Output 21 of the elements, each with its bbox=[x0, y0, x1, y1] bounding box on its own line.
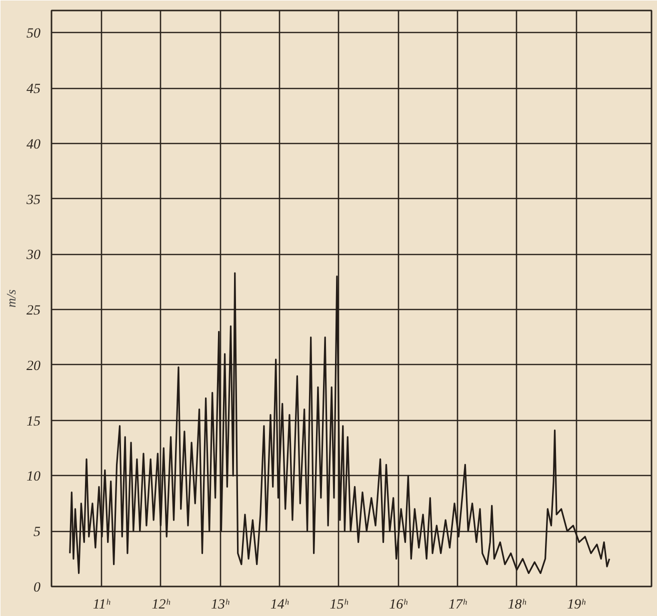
x-tick-label: 18ʰ bbox=[508, 598, 527, 612]
y-tick-label: 15 bbox=[26, 414, 40, 430]
x-tick-label: 19ʰ bbox=[567, 598, 586, 612]
y-tick-label: 30 bbox=[26, 248, 40, 264]
y-tick-label: 20 bbox=[26, 358, 40, 374]
x-tick-label: 12ʰ bbox=[152, 598, 171, 612]
x-tick-label: 15ʰ bbox=[330, 598, 349, 612]
x-tick-label: 16ʰ bbox=[389, 598, 408, 612]
x-tick-label: 14ʰ bbox=[270, 598, 290, 612]
y-tick-label: 35 bbox=[26, 192, 40, 208]
y-tick-label: 40 bbox=[26, 137, 40, 152]
x-tick-label: 13ʰ bbox=[211, 598, 230, 612]
y-tick-label: 0 bbox=[34, 580, 40, 596]
y-tick-label: 25 bbox=[26, 304, 40, 319]
y-tick-label: 10 bbox=[26, 470, 40, 485]
y-tick-label: 45 bbox=[26, 82, 40, 98]
y-tick-label: 5 bbox=[34, 525, 40, 540]
y-axis-title: m/s bbox=[4, 289, 18, 308]
x-tick-label: 11ʰ bbox=[92, 598, 111, 612]
y-tick-label: 50 bbox=[26, 26, 40, 42]
x-tick-label: 17ʰ bbox=[448, 598, 468, 612]
